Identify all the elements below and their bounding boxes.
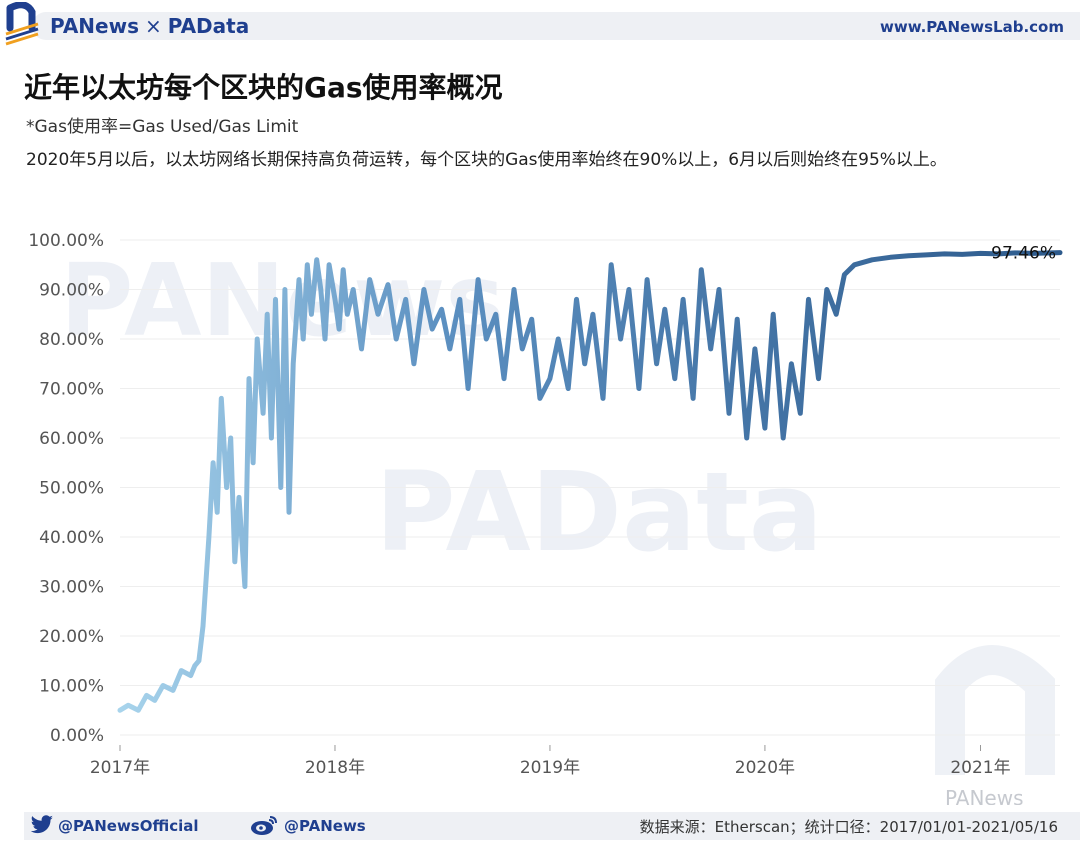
end-value-label: 97.46% xyxy=(991,244,1056,264)
x-tick-label: 2021年 xyxy=(950,758,1010,778)
watermark-logo-icon xyxy=(935,645,1055,775)
x-tick-label: 2020年 xyxy=(735,758,795,778)
y-tick-label: 40.00% xyxy=(39,528,104,548)
y-tick-label: 100.00% xyxy=(28,231,104,251)
watermark-group: PANews PAData xyxy=(60,242,1055,775)
x-tick-label: 2017年 xyxy=(90,758,150,778)
y-tick-label: 10.00% xyxy=(39,677,104,697)
series-group xyxy=(117,250,1063,713)
brand-panews: PANews xyxy=(50,14,139,38)
footer-strip xyxy=(24,812,1080,840)
y-tick-label: 80.00% xyxy=(39,330,104,350)
watermark-padata: PAData xyxy=(375,448,823,576)
y-tick-label: 60.00% xyxy=(39,429,104,449)
weibo-icon xyxy=(251,816,277,835)
chart-subtitle: *Gas使用率=Gas Used/Gas Limit xyxy=(26,117,299,137)
twitter-handle[interactable]: @PANewsOfficial xyxy=(58,817,199,835)
header-bar: PANews × PAData www.PANewsLab.com xyxy=(0,0,1080,48)
brand-separator: × xyxy=(144,14,162,38)
chart-title: 近年以太坊每个区块的Gas使用率概况 xyxy=(24,71,503,104)
y-tick-label: 50.00% xyxy=(39,479,104,499)
y-tick-label: 20.00% xyxy=(39,627,104,647)
y-tick-label: 70.00% xyxy=(39,380,104,400)
header-strip xyxy=(32,12,1080,40)
site-url[interactable]: www.PANewsLab.com xyxy=(880,18,1064,36)
y-axis-ticks: 0.00% 10.00% 20.00% 30.00% 40.00% 50.00% 60.00… xyxy=(28,231,104,746)
line-chart: PANews PAData 0.00% 10.00% 20.00% 30.00% 40.… xyxy=(28,231,1063,805)
x-tick-label: 2019年 xyxy=(520,758,580,778)
twitter-icon xyxy=(30,815,53,834)
x-axis-ticks: 2017年 2018年 2019年 2020年 2021年 xyxy=(90,745,1011,778)
grid-lines xyxy=(120,239,1060,736)
y-tick-label: 30.00% xyxy=(39,578,104,598)
brand-title: PANews × PAData xyxy=(50,14,249,38)
y-tick-label: 90.00% xyxy=(39,281,104,301)
brand-padata: PAData xyxy=(167,14,250,38)
wechat-watermark: PANews xyxy=(945,786,1024,805)
data-source: 数据来源：Etherscan；统计口径：2017/01/01-2021/05/1… xyxy=(639,818,1058,836)
chart-description: 2020年5月以后，以太坊网络长期保持高负荷运转，每个区块的Gas使用率始终在9… xyxy=(26,150,947,170)
series-line-0 xyxy=(117,250,1063,713)
footer-bar: @PANewsOfficial @PANews 数据来源：Etherscan；统… xyxy=(0,806,1080,841)
weibo-handle[interactable]: @PANews xyxy=(284,817,366,835)
y-tick-label: 0.00% xyxy=(50,726,104,746)
panews-logo-icon xyxy=(5,2,39,46)
x-tick-label: 2018年 xyxy=(305,758,365,778)
